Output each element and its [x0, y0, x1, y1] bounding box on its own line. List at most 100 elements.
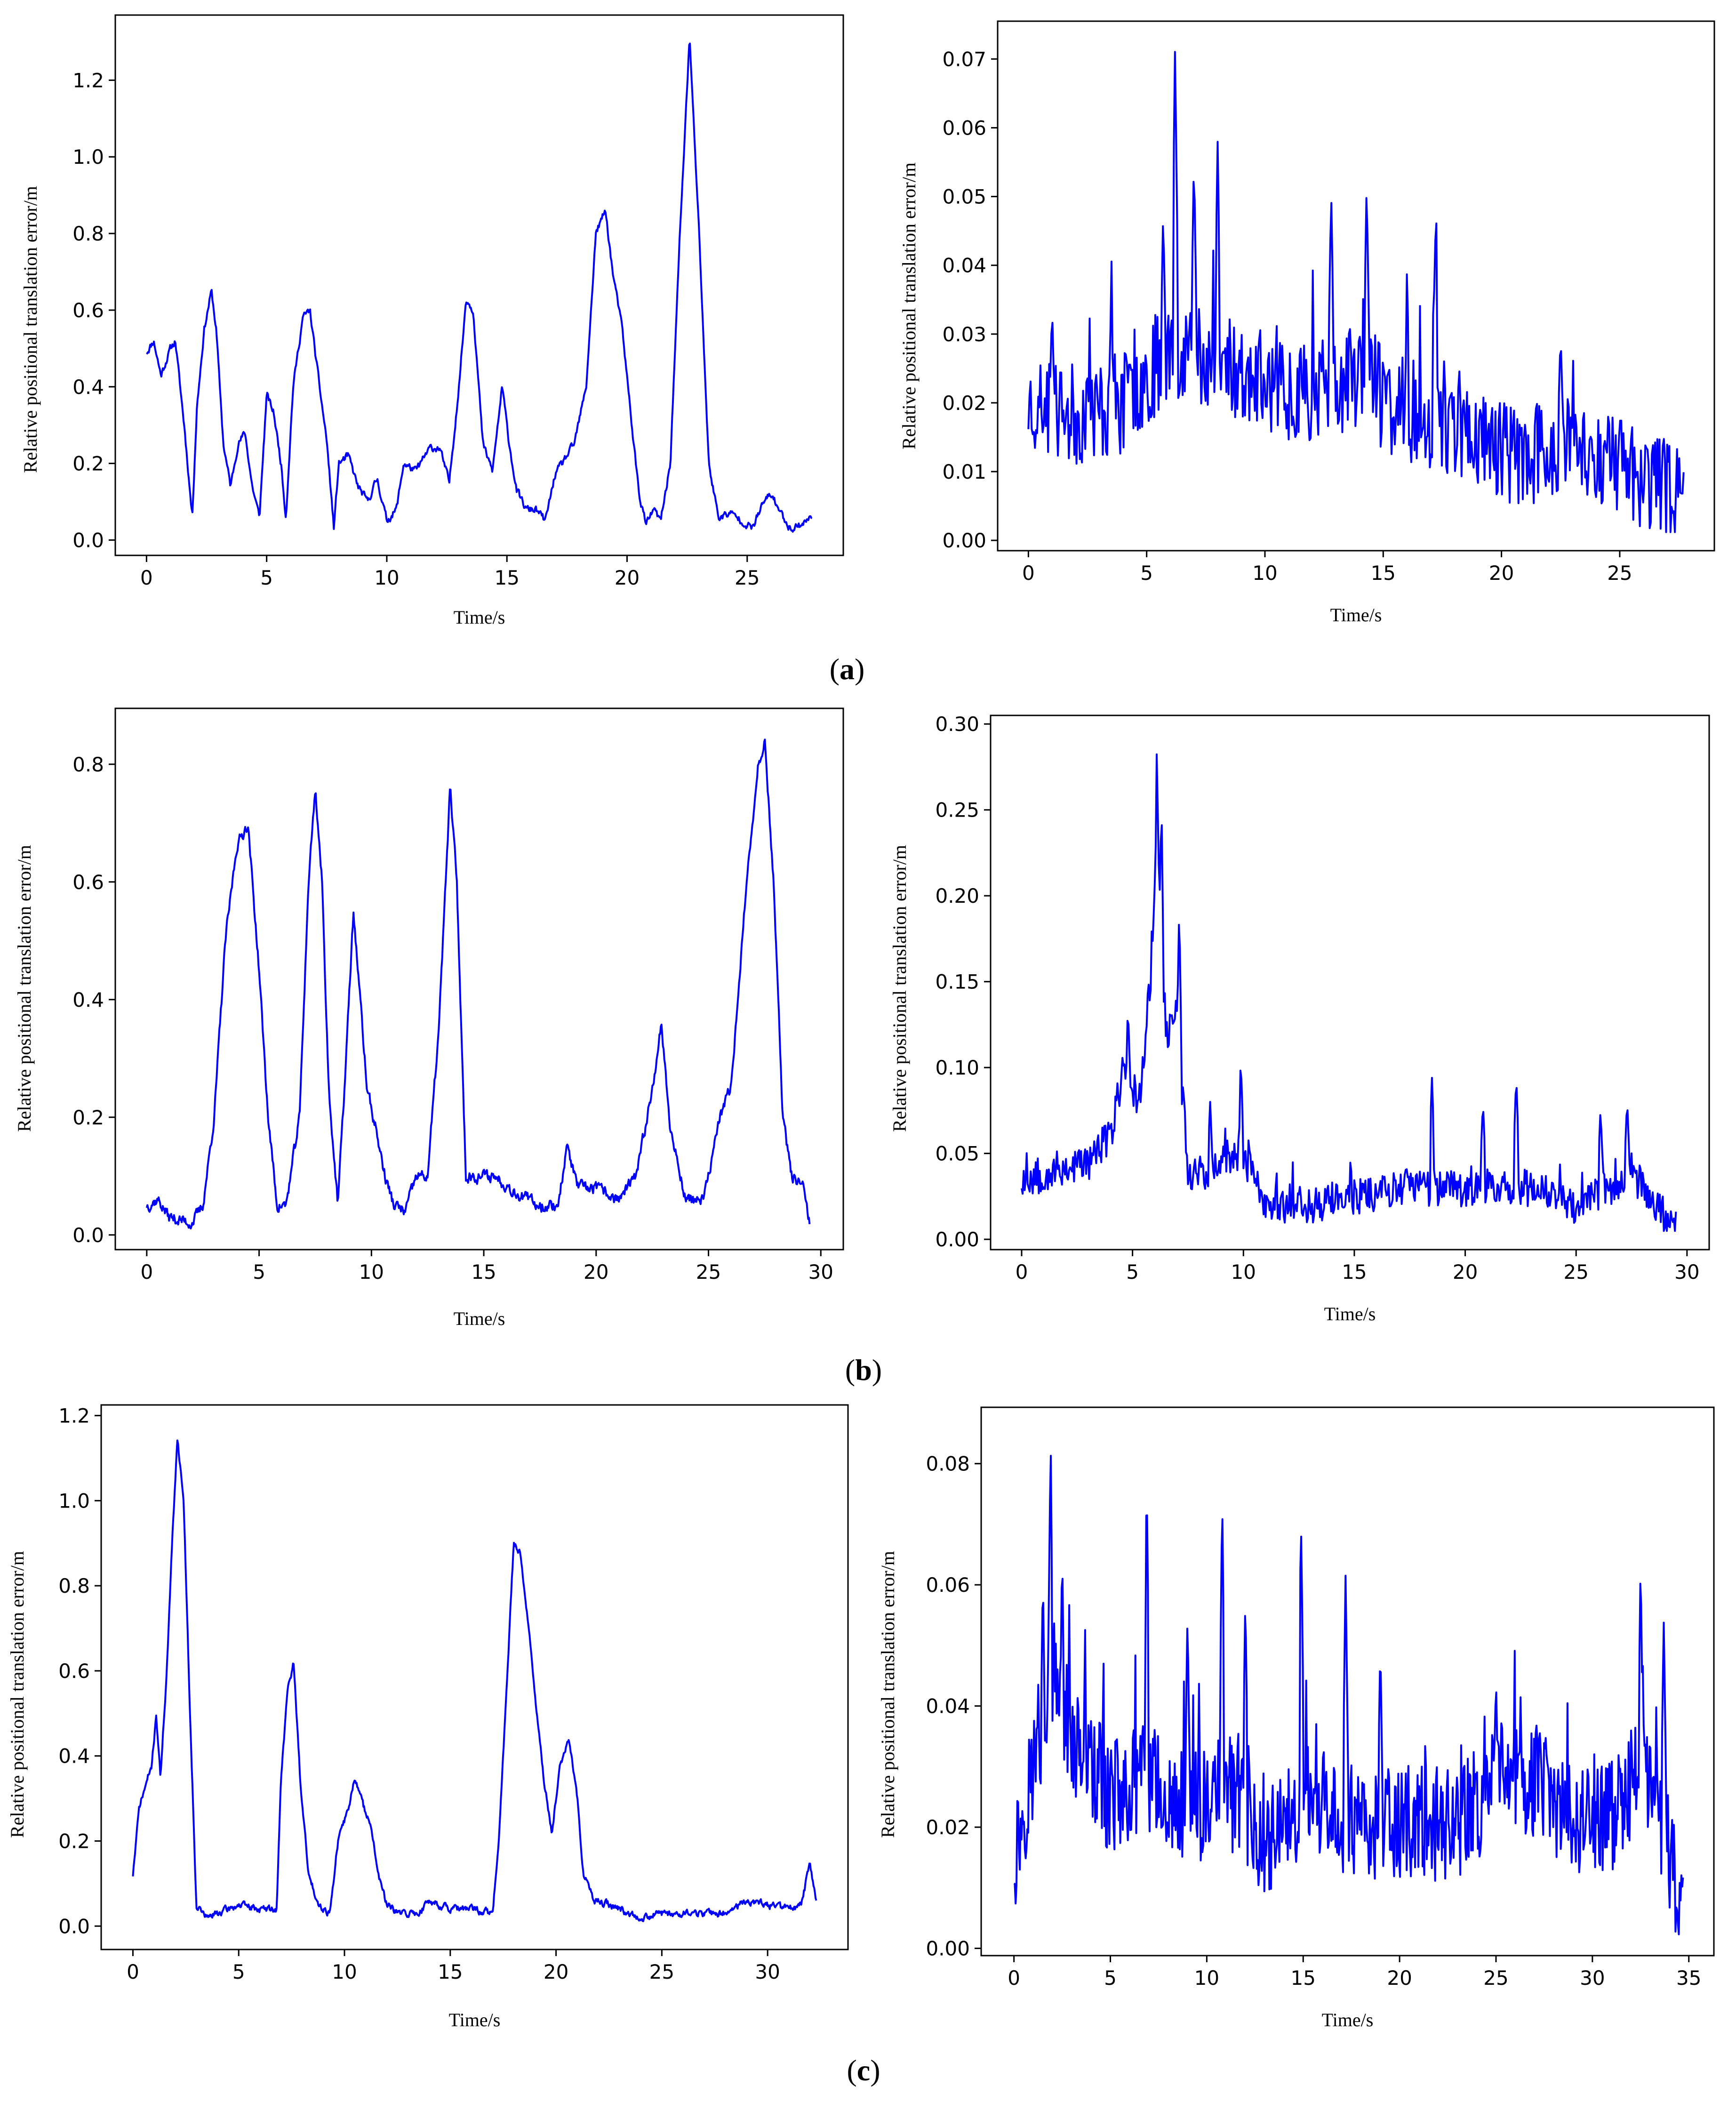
x-tick-label: 15: [438, 1960, 463, 1983]
y-tick-label: 0.8: [72, 753, 104, 776]
x-axis-title: Time/s: [1330, 604, 1382, 626]
y-tick-label: 0.25: [935, 799, 979, 822]
y-axis-title: Relative positional translation error/m: [20, 186, 41, 473]
y-tick-label: 0.6: [72, 299, 104, 322]
chart-b-right: 0 5 10 15 20 25 30 0.00 0.05 0.10 0.15 0.20 0.25 0.30…: [889, 713, 1710, 1324]
x-tick-label: 10: [359, 1260, 384, 1284]
y-tick-label: 0.01: [942, 460, 986, 483]
series-line: [145, 738, 811, 1230]
x-tick-label: 20: [1453, 1260, 1478, 1284]
x-tick-label: 20: [1387, 1966, 1412, 1990]
x-tick-label: 0: [127, 1960, 139, 1983]
y-tick-label: 0.10: [935, 1056, 979, 1079]
x-tick-label: 25: [1483, 1966, 1508, 1990]
x-tick-label: 5: [1126, 1260, 1139, 1284]
y-tick-label: 0.00: [935, 1228, 979, 1251]
y-tick-label: 1.2: [72, 69, 104, 92]
chart-c-right: 0 5 10 15 20 25 30 35 0.00 0.02 0.04 0.06 0.08 Time/s…: [877, 1406, 1715, 2030]
y-tick-label: 0.8: [72, 222, 104, 245]
x-tick-label: 25: [696, 1260, 721, 1284]
panel-label-c: (c): [847, 2054, 880, 2087]
series-line: [1021, 753, 1677, 1232]
x-tick-label: 20: [615, 566, 640, 589]
y-tick-label: 0.30: [935, 713, 979, 736]
svg-text:(b): (b): [845, 1353, 882, 1387]
series-line: [1027, 51, 1685, 533]
panel-letter-a: a: [840, 652, 855, 686]
x-tick-label: 15: [1342, 1260, 1367, 1284]
y-axis-title: Relative positional translation error/m: [7, 1551, 28, 1838]
x-tick-label: 5: [1140, 562, 1153, 585]
y-tick-label: 0.6: [58, 1660, 90, 1683]
panel-letter-b: b: [855, 1353, 872, 1387]
x-axis-title: Time/s: [449, 2009, 501, 2030]
x-tick-label: 5: [253, 1260, 265, 1284]
x-tick-label: 0: [140, 1260, 153, 1284]
y-tick-label: 0.00: [942, 529, 986, 552]
x-axis-title: Time/s: [454, 607, 505, 628]
x-tick-label: 15: [1291, 1966, 1316, 1990]
plot-frame: [100, 1404, 849, 1950]
x-tick-label: 10: [1252, 562, 1277, 585]
plot-frame: [997, 20, 1715, 552]
charts-layer: 0 5 10 15 20 25 0.0 0.2 0.4 0.6 0.8 1.0 1.2 Time/s Rel…: [7, 14, 1715, 2030]
y-tick-label: 0.00: [926, 1937, 970, 1960]
y-tick-label: 0.08: [926, 1452, 970, 1476]
x-axis-title: Time/s: [1322, 2009, 1374, 2030]
chart-a-left: 0 5 10 15 20 25 0.0 0.2 0.4 0.6 0.8 1.0 1.2 Time/s Rel…: [20, 14, 844, 628]
chart-a-right: 0 5 10 15 20 25 0.00 0.01 0.02 0.03 0.04 0.05 0.06 0.…: [898, 20, 1715, 626]
panel-letter-c: c: [857, 2054, 870, 2087]
x-tick-label: 35: [1676, 1966, 1701, 1990]
series-line: [146, 42, 813, 533]
y-tick-label: 0.2: [72, 452, 104, 475]
svg-text:(a): (a): [830, 652, 865, 686]
x-tick-label: 20: [584, 1260, 608, 1284]
x-axis-title: Time/s: [1324, 1303, 1376, 1324]
y-tick-label: 0.05: [935, 1142, 979, 1165]
x-tick-label: 30: [1674, 1260, 1699, 1284]
svg-text:(c): (c): [847, 2054, 880, 2087]
x-tick-label: 5: [232, 1960, 245, 1983]
plot-frame: [114, 707, 844, 1251]
x-tick-label: 0: [1016, 1260, 1028, 1284]
y-axis-title: Relative positional translation error/m: [898, 162, 920, 449]
y-tick-label: 0.15: [935, 971, 979, 994]
x-tick-label: 15: [494, 566, 519, 589]
y-tick-label: 0.0: [58, 1915, 90, 1938]
x-tick-label: 25: [1563, 1260, 1588, 1284]
y-tick-label: 0.6: [72, 871, 104, 894]
series-line: [1013, 1455, 1684, 1935]
x-tick-label: 25: [1607, 562, 1632, 585]
x-tick-label: 0: [1022, 562, 1035, 585]
y-tick-label: 0.0: [72, 1224, 104, 1247]
y-tick-label: 0.8: [58, 1574, 90, 1597]
y-tick-label: 0.06: [942, 116, 986, 139]
x-tick-label: 10: [1231, 1260, 1256, 1284]
plot-frame: [114, 14, 844, 556]
y-tick-label: 0.04: [942, 254, 986, 277]
y-tick-label: 0.4: [72, 988, 104, 1011]
x-tick-label: 30: [808, 1260, 833, 1284]
y-tick-label: 0.06: [926, 1573, 970, 1597]
plot-frame: [990, 714, 1710, 1251]
x-tick-label: 5: [1104, 1966, 1117, 1990]
panel-label-a: (a): [830, 652, 865, 686]
y-tick-label: 0.4: [72, 376, 104, 399]
x-tick-label: 15: [471, 1260, 496, 1284]
x-axis-title: Time/s: [454, 1308, 505, 1329]
x-tick-label: 25: [649, 1960, 674, 1983]
y-tick-label: 0.02: [926, 1816, 970, 1839]
y-axis-title: Relative positional translation error/m: [877, 1551, 898, 1838]
y-tick-label: 0.0: [72, 529, 104, 552]
chart-c-left: 0 5 10 15 20 25 30 0.0 0.2 0.4 0.6 0.8 1.0 1.2 Time/s R…: [7, 1404, 849, 2030]
y-tick-label: 0.2: [58, 1830, 90, 1853]
x-tick-label: 20: [544, 1960, 568, 1983]
y-tick-label: 0.05: [942, 185, 986, 209]
y-tick-label: 0.02: [942, 392, 986, 415]
y-tick-label: 1.0: [72, 145, 104, 168]
y-tick-label: 0.07: [942, 48, 986, 71]
y-tick-label: 1.2: [58, 1404, 90, 1428]
y-tick-label: 0.03: [942, 323, 986, 346]
series-line: [132, 1439, 817, 1922]
